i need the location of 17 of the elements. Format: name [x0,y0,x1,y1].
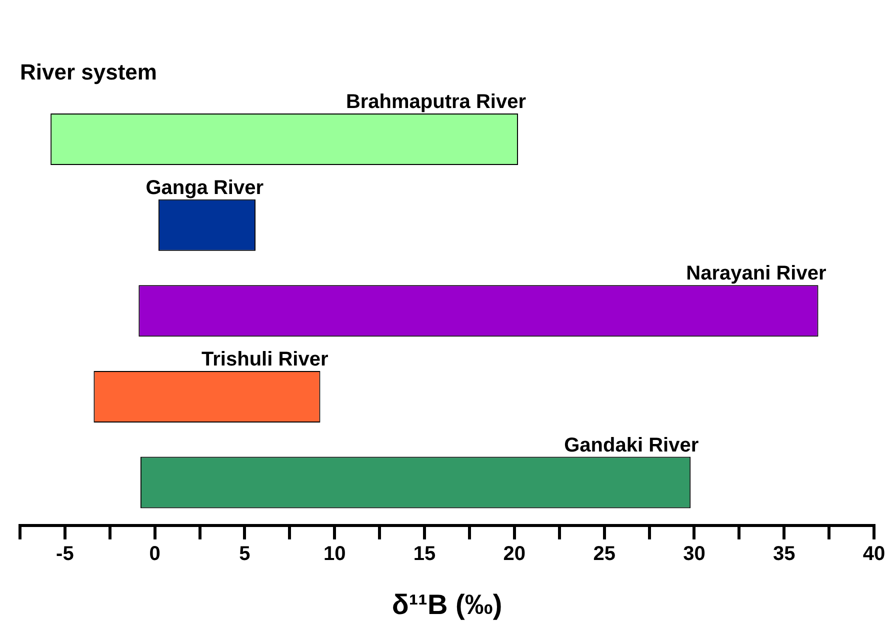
y-tick-label: Narayani River [686,262,826,285]
x-tick-label: 40 [862,542,886,565]
x-tick-label: 15 [413,542,436,565]
y-tick-label: Trishuli River [202,348,328,370]
x-tick-label: 30 [683,542,706,565]
x-tick-label: 25 [593,542,616,565]
x-tick-label: -5 [56,542,74,565]
y-tick-label: Gandaki River [564,434,699,456]
x-tick-label: 10 [324,542,346,565]
x-tick-label: 5 [239,542,250,565]
x-axis-title: δ¹¹B (‰) [392,588,502,620]
y-tick-label: Brahmaputra River [346,91,526,114]
y-tick-label: Ganga River [146,176,264,199]
chart-title: River system [20,59,157,84]
x-tick-label: 0 [149,542,160,565]
x-tick-label: 35 [772,542,796,565]
x-tick-label: 20 [503,542,526,565]
